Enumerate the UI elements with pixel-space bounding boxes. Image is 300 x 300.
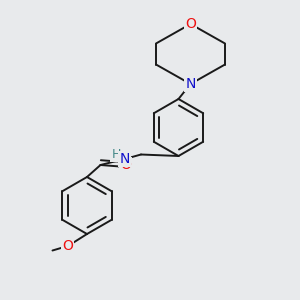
Text: N: N [185,77,196,91]
Text: N: N [119,152,130,166]
Text: O: O [120,158,131,172]
Text: O: O [62,239,73,253]
Text: O: O [185,17,196,31]
Text: H: H [111,148,121,161]
